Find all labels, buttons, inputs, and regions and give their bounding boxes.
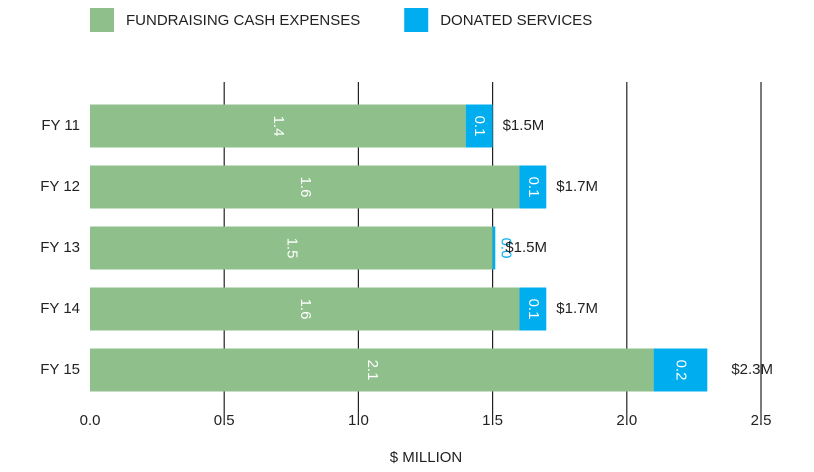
x-axis-title: $ MILLION [390,449,463,466]
total-label: $1.7M [556,178,598,195]
data-label: 0.1 [471,116,488,137]
bar-segment [465,104,493,148]
data-label: 1.6 [297,299,314,320]
bar-segment [90,226,493,270]
total-label: $1.5M [505,239,547,256]
x-tick-label: 0.0 [80,412,101,429]
bar-segment [90,165,520,209]
bar-segment [492,226,496,270]
x-tick-label: 2.5 [751,412,772,429]
data-label: 1.4 [270,116,287,137]
x-tick-label: 1.5 [482,412,503,429]
data-label: 0.0 [497,238,514,259]
data-label: 0.2 [673,360,690,381]
bar-segment [90,287,520,331]
y-tick-label: FY 11 [41,117,80,134]
bar-segment [90,348,654,392]
data-label: 0.1 [525,299,542,320]
y-tick-label: FY 15 [40,361,80,378]
total-label: $2.3M [731,361,773,378]
total-label: $1.7M [556,300,598,317]
bar-segment [653,348,708,392]
legend-label: FUNDRAISING CASH EXPENSES [126,12,360,29]
total-label: $1.5M [503,117,545,134]
bar-segment [90,104,466,148]
y-tick-label: FY 13 [40,239,80,256]
data-label: 0.1 [525,177,542,198]
y-tick-label: FY 12 [40,178,80,195]
data-label: 2.1 [364,360,381,381]
data-label: 1.5 [283,238,300,259]
bar-segment [519,287,547,331]
x-tick-label: 2.0 [616,412,637,429]
x-tick-label: 0.5 [214,412,235,429]
legend-swatch [404,8,429,32]
y-tick-label: FY 14 [40,300,80,317]
legend-swatch [90,8,114,32]
x-tick-label: 1.0 [348,412,369,429]
legend-label: DONATED SERVICES [440,12,592,29]
data-label: 1.6 [297,177,314,198]
bar-segment [519,165,547,209]
